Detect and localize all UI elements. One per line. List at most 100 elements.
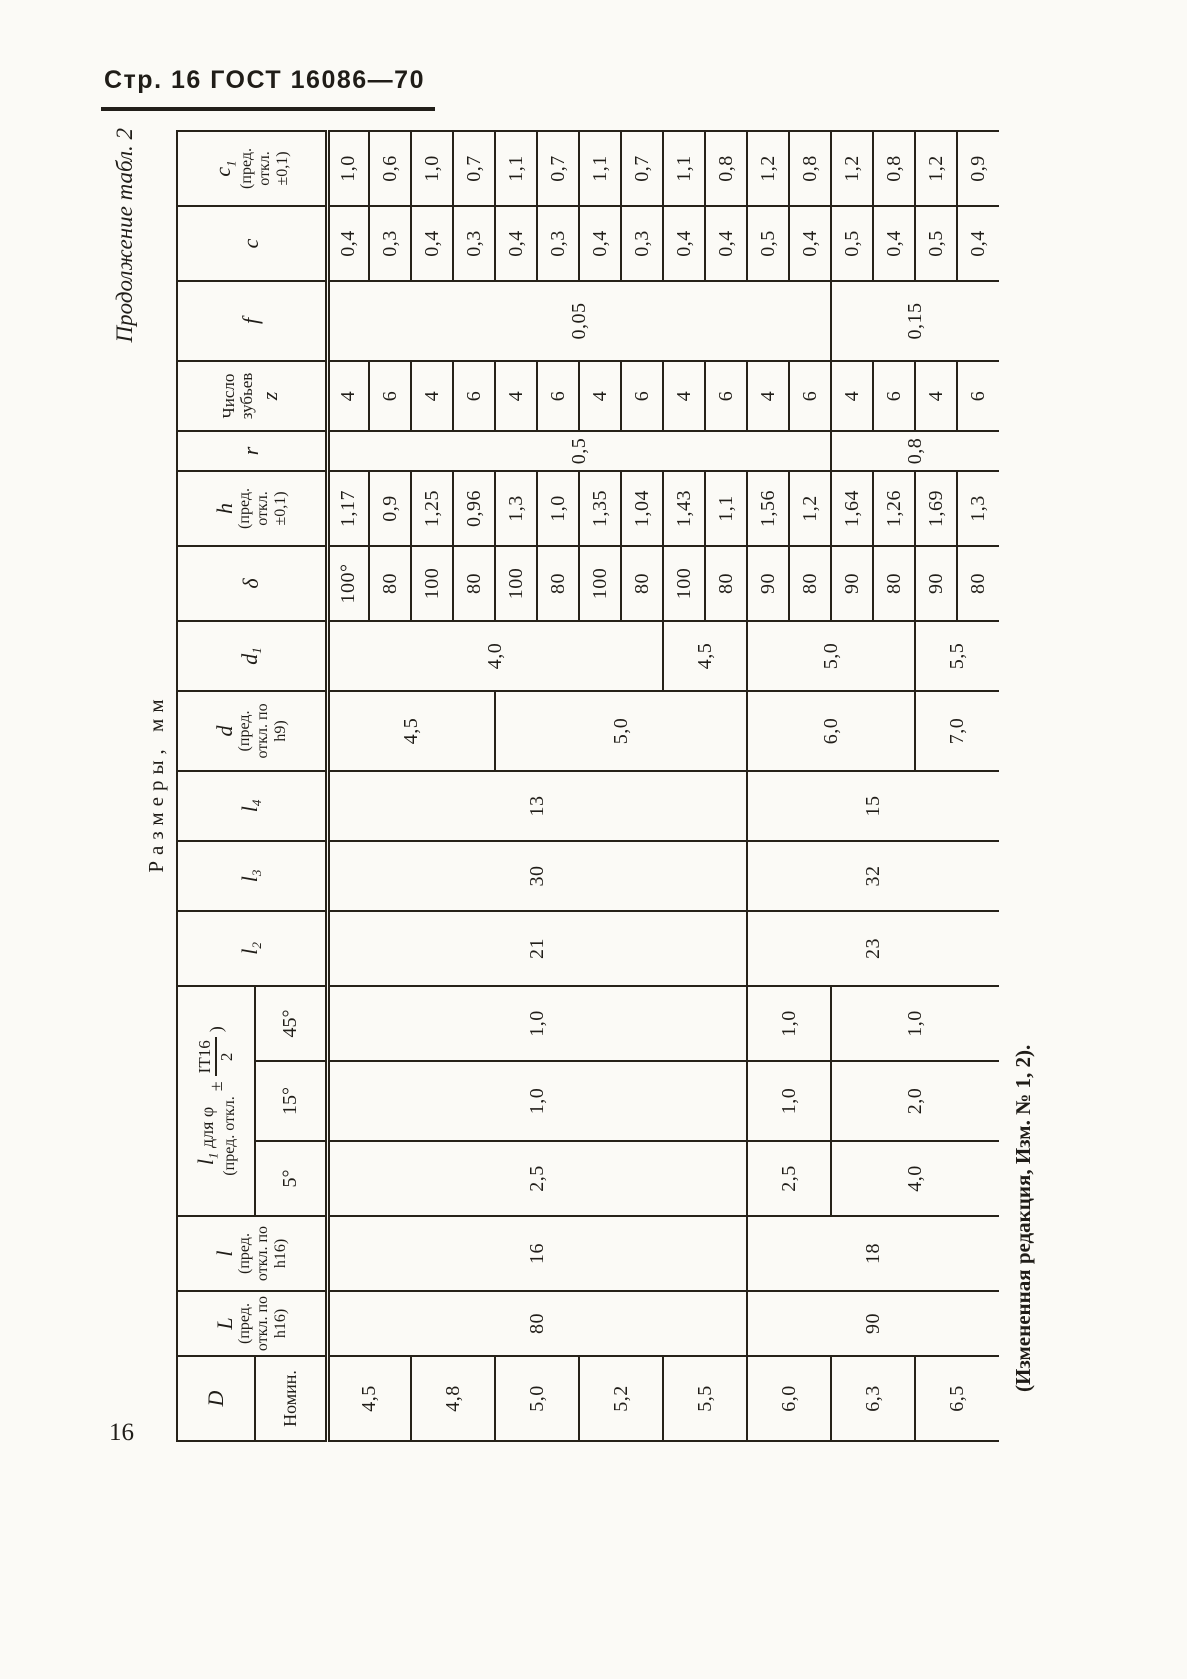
cell-d: 7,0 [915, 690, 999, 771]
cell-h: 1,2 [789, 470, 831, 546]
col-header-l4: l4 [177, 770, 327, 841]
cell-z: 6 [453, 360, 495, 431]
cell-c1: 0,8 [789, 130, 831, 206]
revision-note: (Измененная редакция, Изм. № 1, 2). [1011, 1044, 1035, 1392]
cell-h: 1,1 [705, 470, 747, 546]
cell-c: 0,5 [747, 205, 789, 281]
cell-c1: 1,2 [915, 130, 957, 206]
cell-h: 1,69 [915, 470, 957, 546]
cell-L: 90 [747, 1291, 999, 1356]
cell-l4: 15 [747, 770, 999, 841]
cell-delta: 80 [873, 545, 915, 621]
cell-f: 0,05 [327, 280, 831, 361]
header-rule [101, 107, 435, 111]
col-header-d1: d1 [177, 620, 327, 691]
cell-D: 4,5 [327, 1356, 411, 1441]
cell-d: 5,0 [495, 690, 747, 771]
col-header-delta: δ [177, 545, 327, 621]
cell-d: 4,5 [327, 690, 495, 771]
cell-l2: 23 [747, 910, 999, 986]
cell-delta: 100 [411, 545, 453, 621]
cell-h: 1,35 [579, 470, 621, 546]
cell-delta: 80 [957, 545, 999, 621]
cell-l4: 13 [327, 770, 747, 841]
cell-z: 6 [705, 360, 747, 431]
col-header-l2: l2 [177, 910, 327, 986]
cell-c1: 1,1 [579, 130, 621, 206]
cell-D: 4,8 [411, 1356, 495, 1441]
cell-c: 0,4 [789, 205, 831, 281]
cell-l1-45: 1,0 [747, 985, 831, 1061]
col-header-L: L (пред. откл. по h16) [177, 1291, 327, 1356]
cell-delta: 100 [495, 545, 537, 621]
cell-l1-5: 2,5 [747, 1141, 831, 1216]
cell-D: 5,2 [579, 1356, 663, 1441]
cell-h: 0,9 [369, 470, 411, 546]
cell-c1: 0,7 [537, 130, 579, 206]
plus-minus-sign: ± [205, 1081, 226, 1092]
cell-D: 6,5 [915, 1356, 999, 1441]
cell-z: 4 [747, 360, 789, 431]
cell-c: 0,3 [453, 205, 495, 281]
cell-h: 1,04 [621, 470, 663, 546]
running-header: Стр. 16 ГОСТ 16086—70 [104, 66, 425, 94]
cell-l: 16 [327, 1216, 747, 1291]
cell-d1: 4,5 [663, 620, 747, 691]
col-subheader-angle-15: 15° [255, 1061, 327, 1141]
cell-D: 6,0 [747, 1356, 831, 1441]
size-units-label: Размеры, мм [144, 693, 168, 873]
cell-h: 1,56 [747, 470, 789, 546]
cell-l1-45: 1,0 [831, 985, 999, 1061]
cell-D: 5,0 [495, 1356, 579, 1441]
cell-h: 1,0 [537, 470, 579, 546]
cell-delta: 80 [453, 545, 495, 621]
cell-z: 6 [789, 360, 831, 431]
cell-c: 0,3 [369, 205, 411, 281]
page-number: 16 [109, 1419, 134, 1446]
cell-h: 1,3 [957, 470, 999, 546]
cell-z: 6 [537, 360, 579, 431]
dimensions-table: D L (пред. откл. по h16) l (пред. откл. по… [176, 130, 999, 1442]
col-subheader-angle-5: 5° [255, 1141, 327, 1216]
cell-h: 1,3 [495, 470, 537, 546]
cell-c1: 0,7 [453, 130, 495, 206]
cell-c: 0,5 [831, 205, 873, 281]
table-row: 4,5 80 16 2,5 1,0 1,0 21 30 13 4,5 4,0 1… [327, 130, 831, 1441]
cell-c1: 1,1 [495, 130, 537, 206]
cell-l1-5: 4,0 [831, 1141, 999, 1216]
cell-d1: 5,0 [747, 620, 915, 691]
cell-c: 0,4 [579, 205, 621, 281]
rotated-table-block: Продолжение табл. 2 Размеры, мм D L (пред… [112, 118, 1072, 1448]
cell-delta: 90 [831, 545, 873, 621]
cell-d1: 4,0 [327, 620, 663, 691]
cell-delta: 80 [789, 545, 831, 621]
cell-z: 6 [873, 360, 915, 431]
cell-z: 4 [411, 360, 453, 431]
cell-c1: 0,8 [705, 130, 747, 206]
cell-delta: 80 [537, 545, 579, 621]
cell-l1-5: 2,5 [327, 1141, 747, 1216]
it16-fraction: IT16 2 [195, 1037, 236, 1077]
cell-l1-15: 1,0 [327, 1061, 747, 1141]
cell-l1-45: 1,0 [327, 985, 747, 1061]
cell-delta: 90 [747, 545, 789, 621]
cell-l1-15: 1,0 [747, 1061, 831, 1141]
cell-c: 0,4 [957, 205, 999, 281]
cell-c: 0,4 [495, 205, 537, 281]
cell-l2: 21 [327, 910, 747, 986]
cell-c: 0,5 [915, 205, 957, 281]
cell-c: 0,3 [621, 205, 663, 281]
cell-c: 0,4 [411, 205, 453, 281]
cell-z: 4 [579, 360, 621, 431]
cell-z: 6 [957, 360, 999, 431]
cell-z: 4 [495, 360, 537, 431]
cell-z: 6 [621, 360, 663, 431]
cell-c1: 1,1 [663, 130, 705, 206]
cell-c1: 1,0 [411, 130, 453, 206]
cell-delta: 100 [663, 545, 705, 621]
cell-c: 0,4 [327, 205, 369, 281]
cell-d1: 5,5 [915, 620, 999, 691]
cell-D: 6,3 [831, 1356, 915, 1441]
cell-z: 6 [369, 360, 411, 431]
